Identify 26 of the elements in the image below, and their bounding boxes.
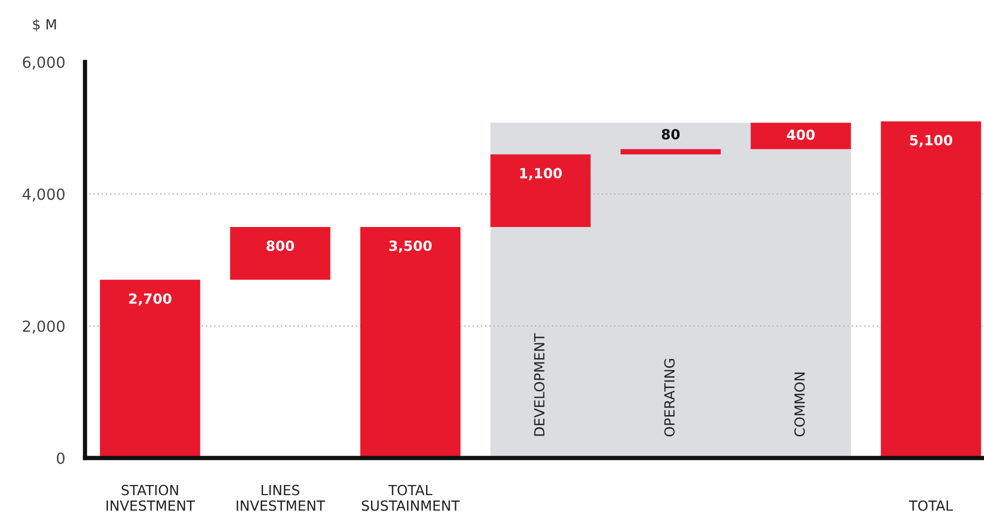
x-tick-label: COMMON [794, 372, 805, 436]
data-label: 3,500 [389, 240, 432, 253]
bar [360, 227, 460, 458]
y-tick-label: 0 [56, 452, 65, 464]
data-label: 400 [786, 129, 815, 140]
y-tick-label: 6,000 [22, 56, 65, 70]
x-tick-label: DEVELOPMENT [534, 333, 545, 436]
bar [880, 121, 982, 458]
bar [100, 280, 200, 458]
bar [490, 154, 591, 227]
y-tick-label: 2,000 [22, 320, 65, 334]
x-tick-label: TOTAL SUSTAINMENT [362, 484, 460, 511]
data-label: 5,100 [910, 134, 952, 148]
x-tick-label: STATION INVESTMENT [106, 484, 195, 511]
x-tick-label: OPERATING [664, 358, 675, 436]
data-label: 800 [266, 240, 294, 252]
x-tick-label: TOTAL [908, 500, 953, 511]
bar [750, 122, 851, 150]
data-label: 80 [662, 128, 680, 140]
data-label: 2,700 [129, 293, 172, 306]
bar [230, 227, 330, 280]
bar [620, 149, 721, 154]
y-axis-title: $ M [33, 18, 56, 32]
x-tick-label: LINES INVESTMENT [236, 484, 326, 511]
y-tick-label: 4,000 [22, 188, 65, 202]
data-label: 1,100 [520, 168, 562, 180]
